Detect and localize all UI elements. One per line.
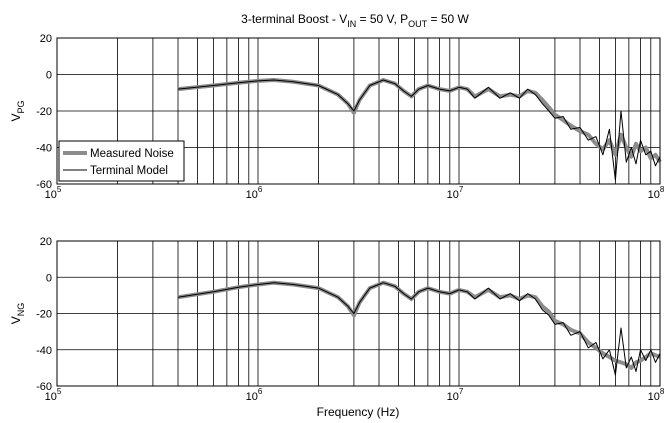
x-tick-label: 105 bbox=[45, 387, 62, 403]
x-tick-label: 107 bbox=[447, 387, 464, 403]
y-tick-label: -20 bbox=[36, 106, 52, 118]
y-tick-label: 20 bbox=[40, 33, 52, 45]
y-tick-label: -40 bbox=[36, 143, 52, 155]
y-tick-label: 0 bbox=[46, 70, 52, 82]
series-line-terminal-model bbox=[177, 282, 661, 376]
series-line-measured-noise bbox=[177, 78, 662, 164]
x-tick-label: 108 bbox=[648, 185, 665, 201]
x-axis-label: Frequency (Hz) bbox=[317, 405, 400, 419]
chart-title: 3-terminal Boost - VIN = 50 V, POUT = 50… bbox=[241, 12, 469, 29]
series-line-measured-noise bbox=[177, 280, 661, 370]
x-tick-label: 107 bbox=[447, 185, 464, 201]
x-tick-label: 108 bbox=[648, 387, 665, 403]
y-axis-label: VPG bbox=[9, 100, 26, 121]
y-tick-label: 0 bbox=[46, 272, 52, 284]
series-group bbox=[177, 78, 662, 181]
plot-frame bbox=[56, 37, 661, 185]
y-tick-label: -60 bbox=[36, 381, 52, 393]
x-tick-label: 105 bbox=[45, 185, 62, 201]
grid-lines bbox=[57, 241, 660, 386]
legend-label-model: Terminal Model bbox=[90, 165, 168, 177]
legend-label-measured: Measured Noise bbox=[90, 148, 174, 160]
legend-box bbox=[58, 140, 185, 182]
series-line-terminal-model bbox=[177, 79, 661, 181]
plot-frame bbox=[56, 240, 661, 387]
x-tick-label: 106 bbox=[246, 387, 263, 403]
y-tick-label: -40 bbox=[36, 345, 52, 357]
y-tick-label: 20 bbox=[40, 236, 52, 248]
y-axis-label: VNG bbox=[9, 303, 26, 325]
x-tick-label: 106 bbox=[246, 185, 263, 201]
series-group bbox=[177, 280, 661, 376]
y-tick-label: -20 bbox=[36, 309, 52, 321]
grid-lines bbox=[57, 38, 660, 184]
y-tick-label: -60 bbox=[36, 179, 52, 191]
legend: Measured Noise Terminal Model bbox=[58, 140, 185, 182]
